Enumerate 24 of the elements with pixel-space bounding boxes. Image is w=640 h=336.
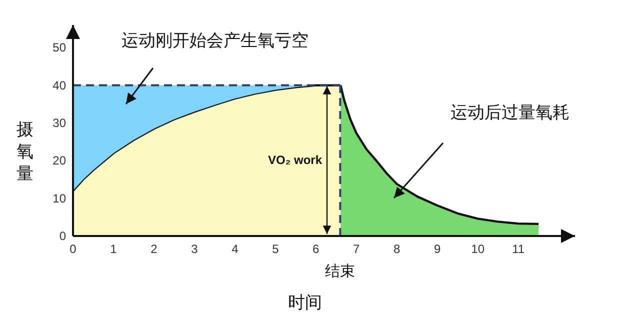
ref-line-label: 结束: [325, 263, 356, 280]
x-axis-title: 时间: [288, 293, 322, 312]
y-tick-label: 50: [52, 40, 66, 55]
annotation: 运动刚开始会产生氧亏空: [122, 31, 308, 50]
x-tick-label: 6: [312, 242, 320, 256]
y-axis-title: 摄氧量: [16, 120, 34, 183]
x-tick-label: 11: [512, 242, 525, 256]
x-tick-label: 9: [434, 242, 442, 256]
x-tick-label: 3: [191, 242, 198, 256]
y-tick-label: 30: [52, 116, 66, 130]
x-tick-label: 2: [150, 242, 158, 256]
x-tick-label: 1: [110, 242, 118, 256]
x-tick-label: 5: [272, 242, 280, 256]
x-tick-label: 4: [232, 242, 239, 256]
x-tick-label: 10: [471, 242, 485, 256]
y-tick-label: 20: [52, 154, 66, 168]
y-tick-label: 0: [59, 229, 66, 243]
y-tick-label: 40: [52, 78, 66, 92]
x-tick-label: 8: [394, 242, 401, 256]
x-tick-label: 0: [70, 242, 77, 256]
annotation: VO₂ work: [268, 153, 322, 167]
x-tick-label: 7: [353, 242, 360, 256]
y-tick-label: 10: [52, 191, 66, 206]
annotation: 运动后过量氧耗: [450, 103, 570, 122]
